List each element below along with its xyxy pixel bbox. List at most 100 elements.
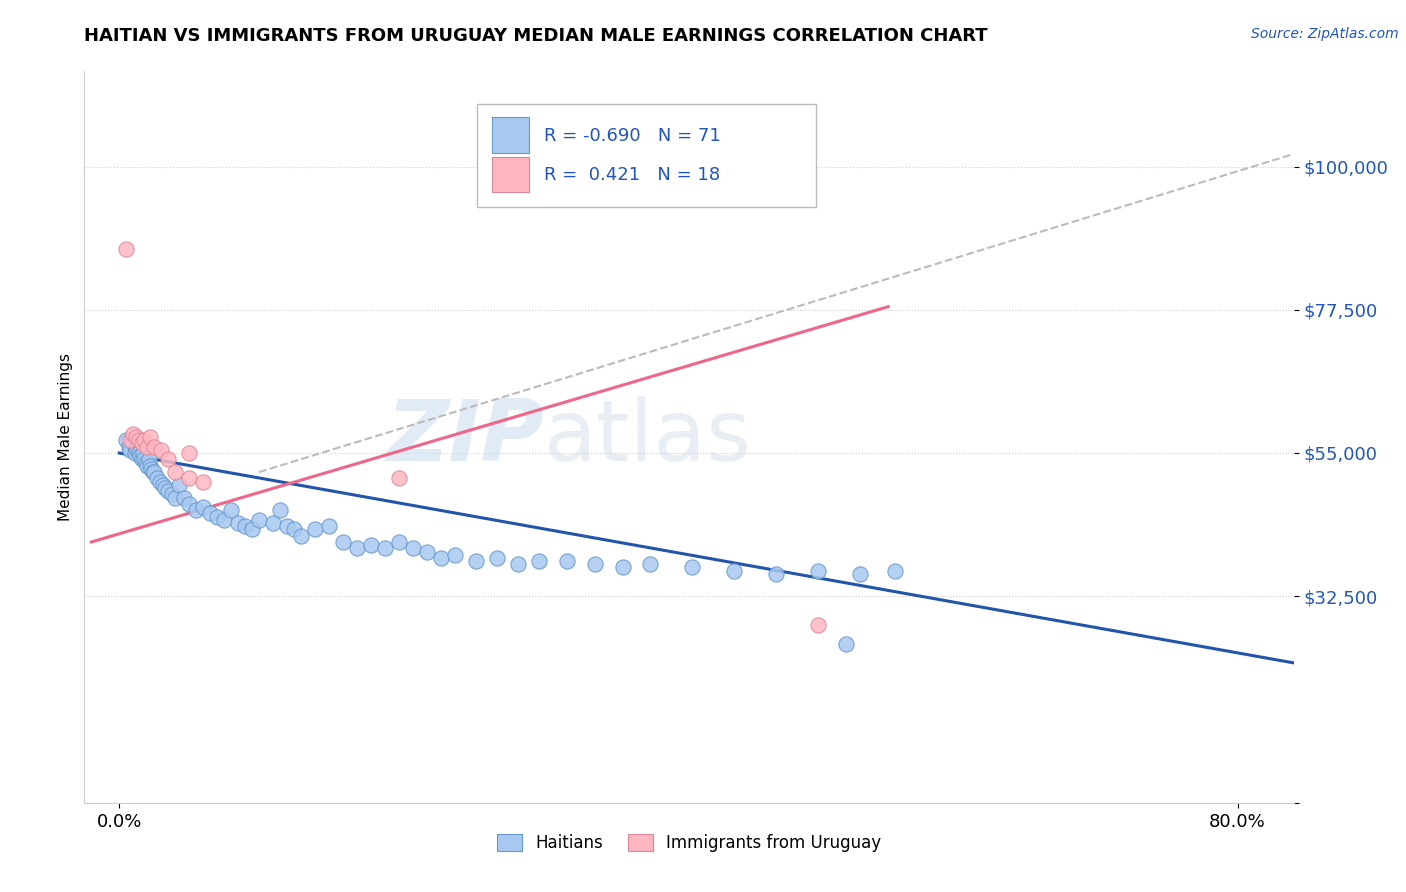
Point <box>128 446 150 460</box>
Point <box>807 564 830 578</box>
Point <box>186 503 208 517</box>
Point <box>127 442 149 457</box>
Point <box>374 541 396 556</box>
Text: R =  0.421   N = 18: R = 0.421 N = 18 <box>544 166 720 185</box>
Point <box>884 564 907 578</box>
Point <box>146 471 169 485</box>
Point <box>134 434 156 448</box>
Point <box>835 637 858 651</box>
Point <box>128 434 150 448</box>
Point <box>269 503 291 517</box>
Point <box>346 541 368 556</box>
Point <box>332 535 354 549</box>
Point <box>416 544 439 558</box>
Point <box>318 519 340 533</box>
Point <box>139 458 162 473</box>
Point <box>121 434 143 448</box>
Point <box>173 491 195 505</box>
Point <box>640 558 662 572</box>
Point <box>205 509 228 524</box>
Point <box>162 487 184 501</box>
Point <box>464 554 486 568</box>
Point <box>165 491 187 505</box>
Point <box>124 446 146 460</box>
Point <box>212 513 235 527</box>
Point <box>129 449 152 463</box>
Point <box>155 481 177 495</box>
Point <box>555 554 578 568</box>
Point <box>152 477 174 491</box>
Point <box>169 477 191 491</box>
Point <box>360 538 382 552</box>
Text: atlas: atlas <box>544 395 752 479</box>
Text: Source: ZipAtlas.com: Source: ZipAtlas.com <box>1251 27 1399 41</box>
Point <box>125 430 148 444</box>
Point <box>233 519 256 533</box>
Point <box>240 522 263 536</box>
Point <box>388 471 411 485</box>
Point <box>276 519 298 533</box>
Point <box>612 560 634 574</box>
Point <box>157 484 180 499</box>
FancyBboxPatch shape <box>492 157 529 192</box>
Point <box>807 617 830 632</box>
Point <box>506 558 529 572</box>
Point <box>122 436 145 450</box>
Point <box>141 462 163 476</box>
Point <box>198 507 221 521</box>
Point <box>131 436 153 450</box>
Point <box>193 475 215 489</box>
Point <box>290 529 312 543</box>
Point <box>765 566 787 581</box>
Point <box>165 465 187 479</box>
Point <box>120 442 142 457</box>
Text: HAITIAN VS IMMIGRANTS FROM URUGUAY MEDIAN MALE EARNINGS CORRELATION CHART: HAITIAN VS IMMIGRANTS FROM URUGUAY MEDIA… <box>84 27 988 45</box>
Point <box>135 456 157 470</box>
Point <box>402 541 425 556</box>
Point <box>681 560 703 574</box>
Point <box>723 564 745 578</box>
Point <box>304 522 326 536</box>
FancyBboxPatch shape <box>492 118 529 153</box>
Point <box>120 434 142 448</box>
Point <box>122 426 145 441</box>
Point <box>143 465 166 479</box>
Point <box>132 446 155 460</box>
FancyBboxPatch shape <box>478 104 815 207</box>
Point <box>179 497 201 511</box>
Point <box>247 513 270 527</box>
Point <box>142 465 165 479</box>
Point <box>485 550 508 565</box>
Point <box>136 458 159 473</box>
Point <box>443 548 465 562</box>
Point <box>131 452 153 467</box>
Text: R = -0.690   N = 71: R = -0.690 N = 71 <box>544 127 721 145</box>
Point <box>157 452 180 467</box>
Point <box>388 535 411 549</box>
Point <box>143 440 166 454</box>
Point <box>193 500 215 514</box>
Point <box>179 471 201 485</box>
Point <box>149 475 172 489</box>
Point <box>118 440 141 454</box>
Point <box>527 554 550 568</box>
Point <box>136 440 159 454</box>
Y-axis label: Median Male Earnings: Median Male Earnings <box>58 353 73 521</box>
Point <box>138 452 160 467</box>
Point <box>583 558 606 572</box>
Point <box>115 243 138 257</box>
Point <box>219 503 242 517</box>
Point <box>226 516 249 530</box>
Point <box>430 550 453 565</box>
Point <box>139 430 162 444</box>
Legend: Haitians, Immigrants from Uruguay: Haitians, Immigrants from Uruguay <box>488 825 890 860</box>
Point <box>849 566 872 581</box>
Point <box>134 452 156 467</box>
Point <box>125 440 148 454</box>
Point <box>179 446 201 460</box>
Text: ZIP: ZIP <box>387 395 544 479</box>
Point <box>283 522 305 536</box>
Point <box>150 442 173 457</box>
Point <box>115 434 138 448</box>
Point <box>262 516 284 530</box>
